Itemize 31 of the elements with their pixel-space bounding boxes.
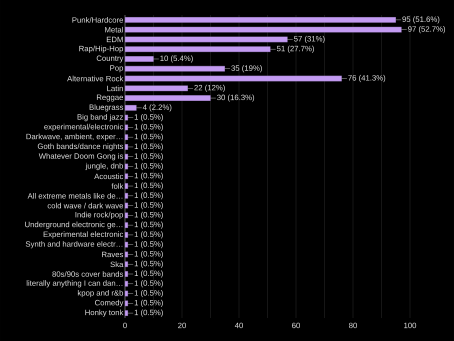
bar [124, 46, 271, 52]
bar [124, 232, 128, 238]
bar [124, 36, 288, 42]
bar [124, 212, 128, 218]
bar [124, 290, 128, 296]
bar [124, 66, 225, 72]
bar [124, 144, 128, 150]
bar [124, 124, 128, 130]
bar [124, 173, 128, 180]
bar [124, 154, 128, 160]
bar [124, 261, 128, 268]
bar [124, 17, 396, 23]
bar [124, 271, 128, 277]
bar [124, 192, 128, 199]
bar [124, 104, 137, 111]
bar [124, 280, 128, 287]
bar [124, 222, 128, 228]
bar [124, 56, 154, 62]
bar [124, 202, 128, 208]
bar [124, 85, 188, 92]
bar [124, 114, 128, 120]
bar [124, 183, 128, 189]
bar [124, 242, 128, 248]
bar [124, 164, 128, 170]
bar [124, 300, 128, 306]
bar [124, 26, 402, 33]
bar [124, 252, 128, 258]
bar [124, 76, 342, 82]
bar [124, 310, 128, 316]
bar [124, 95, 211, 101]
bar [124, 134, 128, 140]
